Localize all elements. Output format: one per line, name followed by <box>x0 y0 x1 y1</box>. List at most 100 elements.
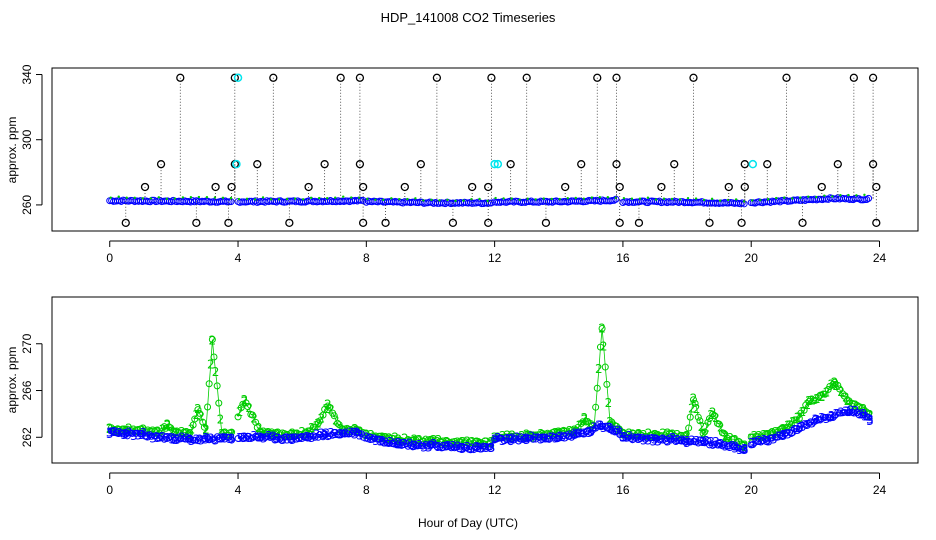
bot-mid-point <box>194 406 202 414</box>
bot-low-point: 3 <box>356 428 364 442</box>
bot-low-keypoint: 3 <box>170 431 178 445</box>
bot-low-point <box>228 436 236 444</box>
top-outlier-point <box>227 182 236 192</box>
bot-mid-point <box>587 420 595 428</box>
bot-low-keypoint: 3 <box>475 441 483 455</box>
top-outlier-point <box>737 218 746 228</box>
bot-mid-point <box>603 380 611 388</box>
bot-mid-point <box>215 399 223 407</box>
top-outlier-point <box>269 73 278 82</box>
top-panel: 0 4 8 12 16 20 24 260 300 340 approx. ppm <box>5 64 919 265</box>
top-outlier-point <box>448 218 458 228</box>
top-outlier-point <box>615 182 624 192</box>
bot-low-keypoint: 3 <box>305 430 313 444</box>
bot-mid-point <box>234 413 242 421</box>
bot-low-point: 3 <box>779 429 787 443</box>
bot-low-point <box>181 435 189 443</box>
bot-mid-keypoint: 2 <box>690 392 698 406</box>
bot-low-point: 3 <box>212 434 220 448</box>
bot-low-keypoint: 3 <box>571 428 579 442</box>
bot-mid-point <box>805 397 813 405</box>
bot-mid-point <box>598 324 606 332</box>
bot-mid-point <box>147 427 155 435</box>
bot-mid-point <box>715 420 723 428</box>
bot-mid-point <box>592 403 600 411</box>
bot-mid-point <box>709 410 717 418</box>
bot-low-point <box>306 432 314 440</box>
top-outlier-point <box>468 182 477 192</box>
top-outlier-point <box>670 160 679 169</box>
top-x-tick-label: 20 <box>745 251 759 265</box>
bot-mid-keypoint: 2 <box>598 322 606 336</box>
bot-low-point <box>354 429 362 437</box>
bot-low-point: 3 <box>765 435 773 449</box>
bot-low-point <box>627 434 635 442</box>
bot-low-point <box>797 421 805 429</box>
top-y-axis-label: approx. ppm <box>5 117 19 184</box>
bot-low-keypoint: 3 <box>138 428 146 442</box>
bot-low-point: 3 <box>852 404 860 418</box>
top-outlier-point <box>285 218 294 228</box>
top-baseline-point-mid <box>734 198 738 201</box>
bottom-y-tick-label: 266 <box>20 380 34 400</box>
bot-low-point <box>531 433 539 441</box>
bot-low-keypoint: 3 <box>844 405 852 419</box>
bot-low-point <box>730 442 738 450</box>
bot-low-point <box>276 435 284 443</box>
bot-low-point <box>143 432 151 440</box>
bot-mid-keypoint: 2 <box>709 406 717 420</box>
top-outlier-point <box>724 182 733 192</box>
bot-low-point <box>582 428 590 436</box>
bot-mid-point: 2 <box>789 415 797 429</box>
bot-low-point <box>301 433 309 441</box>
bot-low-point <box>776 431 784 439</box>
bottom-plot-frame <box>51 296 919 464</box>
bot-mid-point: 2 <box>856 402 864 416</box>
bot-mid-point: 2 <box>693 402 701 416</box>
top-baseline-point-mid <box>494 196 497 200</box>
bot-low-keypoint: 3 <box>747 436 755 450</box>
bot-mid-point: 2 <box>828 377 836 391</box>
bot-low-point <box>252 432 260 440</box>
bot-low-point <box>536 434 544 442</box>
bot-low-point <box>133 429 141 437</box>
bot-mid-point: 2 <box>372 431 380 445</box>
bot-mid-point: 2 <box>212 365 220 379</box>
bot-low-point <box>282 433 290 441</box>
bot-low-point: 3 <box>274 432 282 446</box>
bot-mid-keypoint: 2 <box>779 422 787 436</box>
top-x-tick-label: 16 <box>616 251 630 265</box>
top-outlier-point <box>355 160 365 169</box>
bot-low-point <box>128 429 136 437</box>
bot-low-point <box>519 436 527 444</box>
bot-mid-keypoint: 2 <box>860 402 868 416</box>
top-baseline-point-mid <box>502 197 505 200</box>
bot-mid-point: 2 <box>217 413 225 427</box>
top-outlier-point <box>612 73 621 82</box>
bot-low-point: 3 <box>217 431 225 445</box>
bot-mid-point <box>579 418 587 426</box>
bot-low-keypoint: 3 <box>411 438 419 452</box>
bot-mid-point: 2 <box>698 420 706 434</box>
bot-mid-point <box>706 415 714 423</box>
top-outlier-point <box>176 73 185 82</box>
bot-mid-point: 2 <box>688 402 696 416</box>
bot-low-point <box>855 410 863 418</box>
top-outlier-point <box>868 160 878 169</box>
top-outlier-point <box>253 160 262 169</box>
bot-mid-point <box>471 438 479 446</box>
bot-low-point: 3 <box>654 435 662 449</box>
bot-low-point <box>253 433 261 441</box>
bot-mid-point <box>859 407 867 415</box>
bot-low-point: 3 <box>396 438 404 452</box>
bot-mid-point <box>835 385 843 393</box>
bot-low-point <box>850 409 858 417</box>
top-baseline-point-mid <box>839 194 842 197</box>
bot-low-point: 3 <box>504 432 512 446</box>
bot-mid-keypoint: 2 <box>722 430 730 444</box>
bot-low-point <box>792 425 800 433</box>
top-outlier-point <box>577 160 586 169</box>
bot-low-point <box>404 442 412 450</box>
top-baseline-point-mid <box>374 198 377 201</box>
top-outlier-point <box>140 182 150 192</box>
